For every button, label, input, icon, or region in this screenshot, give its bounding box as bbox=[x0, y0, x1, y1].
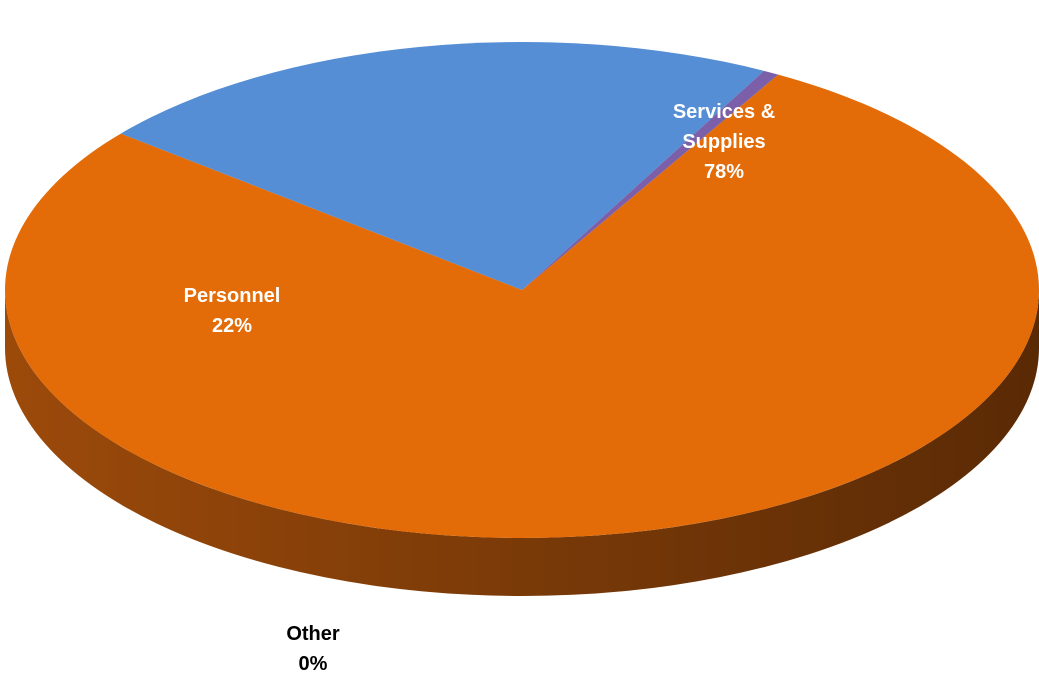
pie-slice-services-supplies bbox=[4, 74, 1039, 539]
pie-label-personnel: Personnel 22% bbox=[184, 285, 281, 337]
pie-category-label: Services & bbox=[673, 101, 775, 123]
pie-category-label: Supplies bbox=[682, 131, 765, 153]
pie-category-label: Personnel bbox=[184, 285, 281, 307]
pie-label-other: Other 0% bbox=[286, 623, 340, 675]
pie-category-label: Other bbox=[286, 623, 340, 645]
pie-top-layer bbox=[4, 41, 1039, 539]
pie-label-services-supplies: Services & Supplies 78% bbox=[673, 101, 775, 183]
pie-slice-personnel bbox=[120, 41, 764, 290]
pie-percent-label: 78% bbox=[704, 161, 744, 183]
pie-side-layer bbox=[5, 290, 1039, 596]
pie-label-layer: Services & Supplies 78% Personnel 22% Other 0% bbox=[184, 101, 776, 675]
pie-slice-other bbox=[522, 70, 779, 290]
pie-percent-label: 22% bbox=[212, 315, 252, 337]
pie-side-services-supplies bbox=[5, 290, 1039, 596]
pie-percent-label: 0% bbox=[299, 653, 328, 675]
